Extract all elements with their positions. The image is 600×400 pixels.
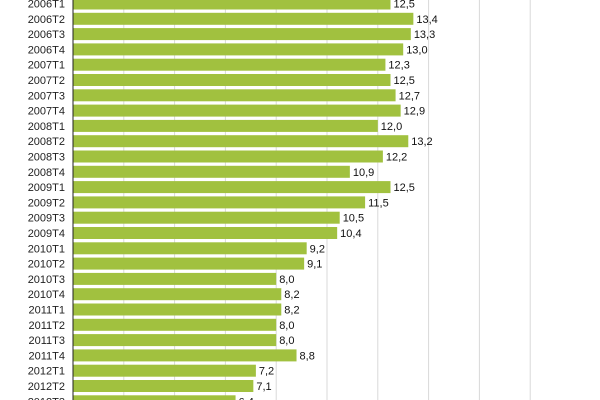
- category-label-2012T1: 2012T1: [28, 366, 65, 378]
- bars: [73, 0, 414, 400]
- bar-2007T1: [73, 58, 386, 71]
- category-label-2006T4: 2006T4: [28, 44, 65, 56]
- value-label-2010T1: 9,2: [310, 243, 325, 255]
- value-label-2011T3: 8,0: [279, 335, 294, 347]
- bar-2007T4: [73, 104, 401, 117]
- bar-2007T2: [73, 74, 391, 86]
- bar-2010T2: [73, 257, 305, 270]
- bar-2009T4: [73, 227, 338, 239]
- bar-2008T3: [73, 150, 383, 163]
- value-label-2012T1: 7,2: [259, 366, 274, 378]
- value-label-2008T2: 13,2: [411, 136, 432, 148]
- value-label-2011T4: 8,8: [300, 350, 315, 362]
- value-label-2008T3: 12,2: [386, 152, 407, 164]
- bar-2011T4: [73, 349, 297, 362]
- value-label-2010T4: 8,2: [284, 289, 299, 301]
- value-label-2011T2: 8,0: [279, 320, 294, 332]
- value-label-2008T1: 12,0: [381, 121, 402, 133]
- bar-2011T3: [73, 334, 277, 347]
- value-label-2010T3: 8,0: [279, 274, 294, 286]
- category-label-2011T4: 2011T4: [29, 350, 66, 362]
- category-label-2007T2: 2007T2: [28, 75, 65, 87]
- category-label-2011T1: 2011T1: [29, 305, 66, 317]
- bar-2009T2: [73, 196, 366, 209]
- bar-2006T2: [73, 12, 414, 25]
- bar-2010T4: [73, 288, 282, 301]
- category-label-2007T3: 2007T3: [28, 90, 65, 102]
- category-label-2008T4: 2008T4: [28, 167, 65, 179]
- bar-2006T4: [73, 43, 404, 56]
- value-label-2006T2: 13,4: [416, 14, 437, 26]
- category-label-2006T2: 2006T2: [28, 14, 65, 26]
- value-label-2011T1: 8,2: [284, 305, 299, 317]
- bar-2008T2: [73, 135, 409, 148]
- category-label-2008T2: 2008T2: [28, 136, 65, 148]
- value-label-2007T1: 12,3: [388, 60, 409, 72]
- bar-2007T3: [73, 89, 396, 102]
- value-label-2007T4: 12,9: [404, 106, 425, 118]
- value-label-2012T3: 6,4: [239, 396, 254, 400]
- bar-2006T3: [73, 28, 411, 41]
- value-label-2006T1: 12,5: [394, 0, 415, 11]
- bar-2009T3: [73, 211, 340, 224]
- category-labels: 2006T1 2006T2 2006T3 2006T4 2007T1 2007T2 2007…: [28, 0, 65, 400]
- value-label-2009T4: 10,4: [340, 228, 361, 240]
- category-label-2010T1: 2010T1: [28, 243, 65, 255]
- category-label-2010T3: 2010T3: [28, 274, 65, 286]
- category-label-2007T1: 2007T1: [28, 60, 65, 72]
- bar-2006T1: [73, 0, 391, 10]
- category-label-2009T3: 2009T3: [28, 213, 65, 225]
- bar-2008T4: [73, 165, 350, 178]
- category-label-2012T3: 2012T3: [28, 396, 65, 400]
- bar-2009T1: [73, 181, 391, 194]
- category-label-2009T2: 2009T2: [28, 197, 65, 209]
- category-label-2011T2: 2011T2: [29, 320, 66, 332]
- value-label-2009T3: 10,5: [343, 213, 364, 225]
- bar-2011T1: [73, 303, 282, 316]
- value-label-2010T2: 9,1: [307, 259, 322, 271]
- value-label-2007T2: 12,5: [394, 75, 415, 87]
- value-label-2012T2: 7,1: [256, 381, 271, 393]
- value-labels: 12,513,413,313,012,312,512,712,912,013,2…: [239, 0, 438, 400]
- category-label-2011T3: 2011T3: [29, 335, 66, 347]
- category-label-2008T3: 2008T3: [28, 152, 65, 164]
- bar-2012T3: [73, 395, 236, 400]
- category-label-2009T4: 2009T4: [28, 228, 65, 240]
- category-label-2010T2: 2010T2: [28, 259, 65, 271]
- bar-2010T3: [73, 272, 277, 285]
- bar-2011T2: [73, 318, 277, 331]
- bar-2008T1: [73, 119, 378, 132]
- value-label-2009T2: 11,5: [368, 197, 389, 209]
- category-label-2012T2: 2012T2: [28, 381, 65, 393]
- category-label-2008T1: 2008T1: [28, 121, 65, 133]
- category-label-2006T3: 2006T3: [28, 29, 65, 41]
- bar-2010T1: [73, 242, 307, 255]
- value-label-2006T4: 13,0: [406, 44, 427, 56]
- bar-2012T1: [73, 364, 256, 377]
- value-label-2006T3: 13,3: [414, 29, 435, 41]
- value-label-2009T1: 12,5: [394, 182, 415, 194]
- category-label-2007T4: 2007T4: [28, 106, 65, 118]
- value-label-2007T3: 12,7: [399, 90, 420, 102]
- bar-2012T2: [73, 380, 254, 392]
- category-label-2006T1: 2006T1: [28, 0, 65, 11]
- value-label-2008T4: 10,9: [353, 167, 374, 179]
- category-label-2009T1: 2009T1: [28, 182, 65, 194]
- category-label-2010T4: 2010T4: [28, 289, 65, 301]
